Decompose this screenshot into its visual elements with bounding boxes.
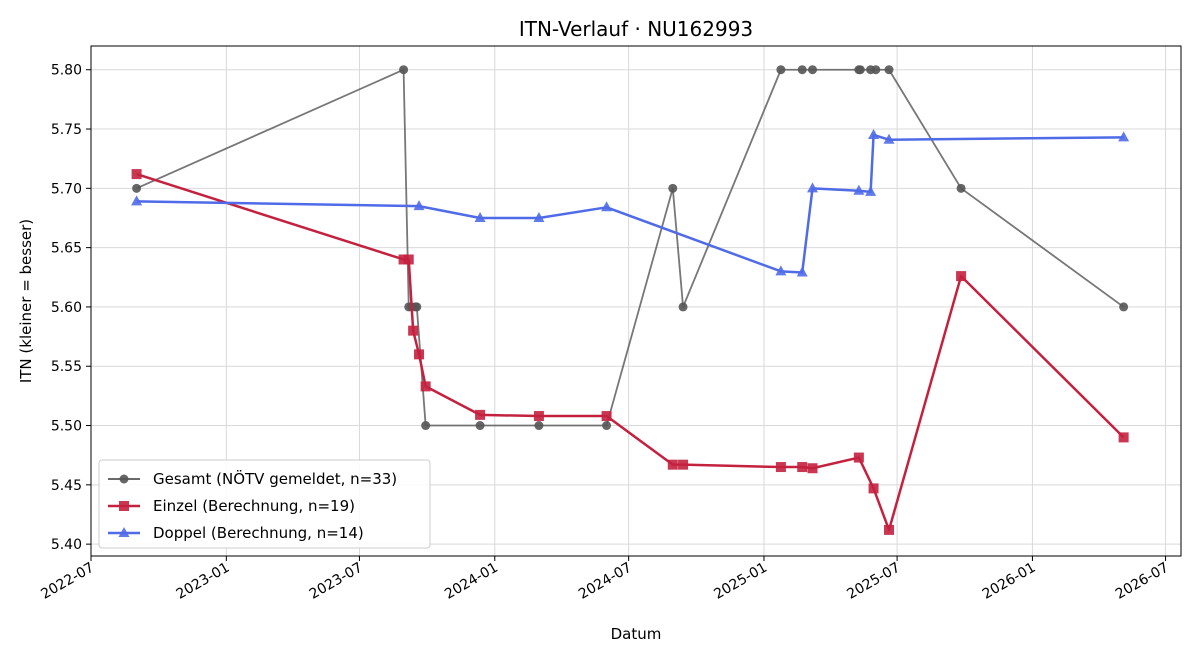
x-tick-label: 2024-01: [442, 560, 501, 603]
data-point: [399, 65, 409, 75]
legend-label: Gesamt (NÖTV gemeldet, n=33): [153, 469, 397, 488]
data-point: [956, 183, 966, 193]
data-point: [678, 302, 688, 312]
data-point: [796, 266, 808, 277]
y-tick-label: 5.40: [51, 537, 82, 553]
x-tick-label: 2023-07: [307, 560, 366, 603]
data-point: [534, 421, 544, 431]
legend: Gesamt (NÖTV gemeldet, n=33) Einzel (Bere…: [98, 459, 431, 549]
data-point: [420, 381, 431, 392]
data-point: [808, 65, 818, 75]
data-point: [797, 462, 808, 473]
data-point: [668, 183, 678, 193]
data-point: [855, 65, 865, 75]
data-point: [131, 169, 142, 180]
data-point: [132, 183, 142, 193]
x-tick-label: 2024-07: [576, 560, 635, 603]
x-tick-label: 2025-07: [844, 560, 903, 603]
data-point: [776, 65, 786, 75]
y-tick-label: 5.70: [51, 181, 82, 197]
data-point: [853, 452, 864, 463]
data-point: [884, 524, 895, 535]
data-point: [475, 421, 485, 431]
data-point: [1119, 302, 1129, 312]
series-circle: [132, 65, 1129, 431]
plot-frame: [90, 45, 1182, 557]
y-tick-label: 5.80: [51, 63, 82, 79]
data-point: [601, 411, 612, 422]
data-point: [865, 185, 877, 196]
data-point: [602, 421, 612, 431]
x-tick-label: 2026-01: [980, 560, 1039, 603]
data-point: [797, 65, 807, 75]
x-tick-label: 2025-01: [711, 560, 770, 603]
series-layer: [131, 65, 1130, 535]
legend-label: Doppel (Berechnung, n=14): [153, 524, 364, 542]
y-axis-label: ITN (kleiner = besser): [17, 219, 35, 383]
data-point: [868, 128, 880, 139]
data-point: [398, 254, 409, 265]
data-point: [868, 483, 879, 494]
y-tick-label: 5.45: [51, 478, 82, 494]
data-point: [853, 184, 865, 195]
data-point: [414, 349, 425, 360]
legend-marker: [118, 527, 130, 537]
data-point: [667, 459, 678, 470]
data-point: [131, 195, 143, 206]
data-point: [884, 65, 894, 75]
data-point: [807, 182, 819, 193]
x-tick-label: 2022-07: [38, 560, 97, 603]
data-point: [533, 211, 545, 222]
data-point: [412, 302, 422, 312]
x-tick-label: 2023-01: [174, 560, 233, 603]
data-point: [475, 409, 486, 420]
data-point: [775, 265, 787, 276]
y-tick-label: 5.55: [51, 359, 82, 375]
legend-marker: [119, 474, 129, 484]
data-point: [408, 325, 419, 336]
data-point: [403, 254, 414, 265]
x-tick-label: 2026-07: [1113, 560, 1172, 603]
y-axis: 5.40 5.45 5.50 5.55 5.60 5.65 5.70 5.75 5.80: [51, 63, 91, 553]
data-point: [1118, 131, 1130, 142]
series-triangle: [131, 128, 1130, 277]
data-point: [956, 271, 967, 282]
y-tick-label: 5.60: [51, 300, 82, 316]
data-point: [871, 65, 881, 75]
y-tick-label: 5.65: [51, 241, 82, 257]
data-point: [883, 133, 895, 144]
data-point: [413, 200, 425, 211]
data-point: [775, 462, 786, 473]
data-point: [601, 201, 613, 212]
y-tick-label: 5.50: [51, 419, 82, 435]
data-point: [474, 211, 486, 222]
legend-label: Einzel (Berechnung, n=19): [153, 497, 355, 515]
x-axis: 2022-07 2023-01 2023-07 2024-01 2024-07 2025-…: [38, 556, 1172, 603]
x-axis-label: Datum: [611, 625, 662, 643]
series-square: [131, 169, 1129, 535]
data-point: [533, 411, 544, 422]
data-point: [1118, 432, 1129, 443]
chart-title: ITN-Verlauf · NU162993: [519, 17, 753, 41]
legend-marker: [119, 501, 129, 511]
legend-box: [98, 459, 431, 549]
data-point: [678, 459, 689, 470]
y-tick-label: 5.75: [51, 122, 82, 138]
series-line: [136, 133, 1124, 274]
data-point: [421, 421, 431, 431]
data-point: [807, 463, 818, 474]
